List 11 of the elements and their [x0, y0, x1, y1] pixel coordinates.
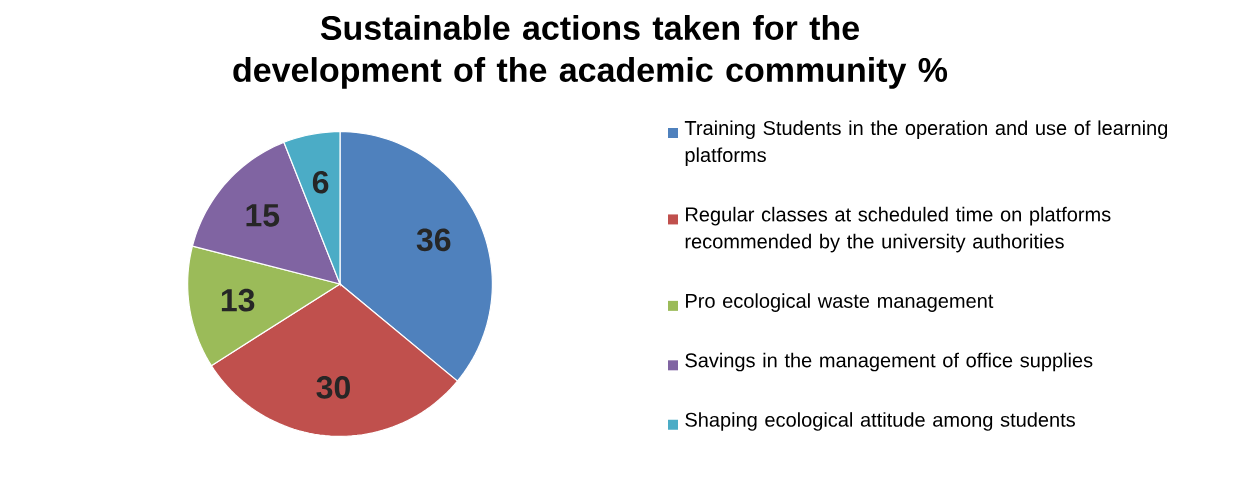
legend-label: Pro ecological waste management	[686, 293, 994, 312]
legend-label: Shaping ecological attitude among students	[685, 412, 1075, 431]
legend-label: Savings in the management of office supplies	[685, 352, 1093, 372]
chart-title: Sustainable actions taken for the development of the academic community %	[233, 15, 948, 89]
legend-label: Training Students in the operation and use of learning platforms	[684, 120, 1168, 167]
data-label: 36	[416, 228, 451, 252]
data-label: 6	[312, 170, 329, 194]
data-label: 13	[221, 288, 255, 312]
data-label: 30	[316, 376, 350, 399]
data-label: 15	[246, 204, 280, 227]
legend-label: Regular classes at scheduled time on platforms recommended by the university authorities	[685, 206, 1111, 253]
